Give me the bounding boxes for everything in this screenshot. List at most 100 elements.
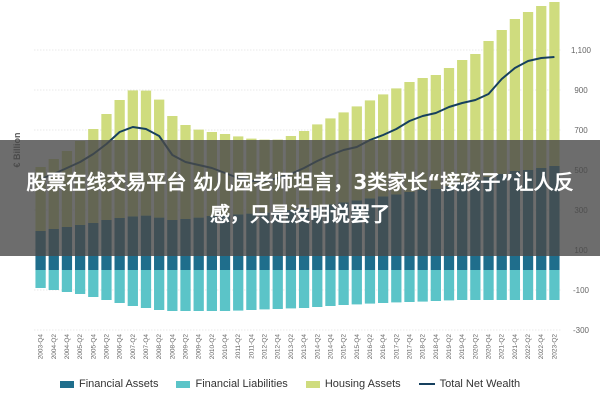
x-tick-label: 2022-Q2 xyxy=(525,334,532,360)
bar-financial-liabilities xyxy=(338,270,349,305)
x-tick-label: 2008-Q4 xyxy=(169,334,176,360)
bar-housing-assets xyxy=(522,12,534,170)
bar-financial-liabilities xyxy=(509,270,521,300)
legend-item-financial-liabilities: Financial Liabilities xyxy=(176,378,288,390)
bar-financial-liabilities xyxy=(457,270,468,300)
bar-financial-liabilities xyxy=(312,270,323,307)
bar-financial-liabilities xyxy=(417,270,428,302)
bar-financial-liabilities xyxy=(298,270,310,308)
legend: Financial Assets Financial Liabilities H… xyxy=(60,376,580,392)
bar-financial-liabilities xyxy=(219,270,231,311)
x-tick-label: 2006-Q2 xyxy=(103,334,110,360)
bar-financial-liabilities xyxy=(443,270,455,301)
bar-financial-liabilities xyxy=(101,270,112,300)
bar-financial-liabilities xyxy=(193,270,204,311)
bar-financial-liabilities xyxy=(391,270,402,303)
bar-housing-assets xyxy=(404,82,415,192)
bar-financial-liabilities xyxy=(351,270,362,305)
legend-item-total-net-wealth: Total Net Wealth xyxy=(418,378,521,390)
legend-label: Total Net Wealth xyxy=(439,378,521,390)
x-tick-label: 2013-Q4 xyxy=(301,334,308,360)
x-tick-layer: 2003-Q4 2004-Q2 2004-Q4 2005-Q2 2005-Q4 2006-… xyxy=(38,334,559,360)
bar-financial-liabilities xyxy=(404,270,415,302)
legend-label: Financial Liabilities xyxy=(195,378,288,390)
bar-financial-liabilities xyxy=(114,270,125,303)
y-tick-label: -100 xyxy=(573,286,590,295)
x-tick-label: 2008-Q2 xyxy=(156,334,163,360)
x-tick-label: 2006-Q4 xyxy=(117,334,124,360)
x-tick-label: 2021-Q4 xyxy=(512,334,519,360)
x-tick-label: 2019-Q4 xyxy=(459,334,466,360)
bar-financial-liabilities xyxy=(35,270,46,288)
bar-financial-liabilities xyxy=(259,270,270,310)
x-tick-label: 2007-Q2 xyxy=(130,334,137,360)
x-tick-label: 2011-Q4 xyxy=(248,334,255,359)
bar-housing-assets xyxy=(417,78,428,190)
x-tick-label: 2011-Q2 xyxy=(235,334,242,359)
bar-financial-liabilities xyxy=(522,270,534,300)
bar-financial-liabilities xyxy=(364,270,376,304)
bar-financial-liabilities xyxy=(127,270,138,306)
y-tick-label: 1,100 xyxy=(571,46,592,55)
bar-financial-liabilities xyxy=(483,270,494,300)
legend-item-financial-assets: Financial Assets xyxy=(60,378,158,390)
headline-text[interactable]: 股票在线交易平台 幼儿园老师坦言，3类家长“接孩子”让人反感，只是没明说罢了 xyxy=(26,170,574,226)
y-tick-label: 900 xyxy=(574,86,588,95)
bar-financial-liabilities xyxy=(206,270,218,311)
y-tick-label: 700 xyxy=(574,126,588,135)
bar-housing-assets xyxy=(430,75,441,189)
x-tick-label: 2018-Q4 xyxy=(433,334,440,360)
bar-financial-liabilities xyxy=(536,270,547,300)
bar-financial-liabilities xyxy=(549,270,560,300)
x-tick-label: 2021-Q2 xyxy=(499,334,506,360)
x-tick-label: 2004-Q2 xyxy=(51,334,58,360)
bar-financial-liabilities xyxy=(272,270,283,309)
bar-housing-assets xyxy=(443,68,455,186)
x-tick-label: 2005-Q2 xyxy=(77,334,84,360)
bar-financial-liabilities xyxy=(377,270,389,303)
headline-overlay[interactable]: 股票在线交易平台 幼儿园老师坦言，3类家长“接孩子”让人反感，只是没明说罢了 xyxy=(0,140,600,256)
bar-financial-liabilities xyxy=(167,270,178,311)
bar-housing-assets xyxy=(483,41,494,177)
x-tick-label: 2020-Q2 xyxy=(472,334,479,360)
bar-housing-assets xyxy=(457,60,468,182)
bar-financial-liabilities xyxy=(285,270,297,309)
x-tick-label: 2015-Q4 xyxy=(354,334,361,360)
bar-financial-liabilities xyxy=(496,270,507,300)
x-tick-label: 2023-Q2 xyxy=(551,334,558,360)
bar-financial-liabilities xyxy=(470,270,481,300)
bar-financial-liabilities xyxy=(233,270,244,311)
bar-financial-liabilities xyxy=(154,270,165,310)
x-tick-label: 2004-Q4 xyxy=(64,334,71,360)
x-tick-label: 2022-Q4 xyxy=(538,334,545,360)
housing-assets-swatch xyxy=(305,380,320,388)
x-tick-label: 2018-Q2 xyxy=(420,334,427,360)
x-tick-label: 2014-Q2 xyxy=(314,334,321,360)
bar-financial-liabilities xyxy=(180,270,191,311)
x-tick-label: 2015-Q2 xyxy=(341,334,348,360)
bar-housing-assets xyxy=(536,6,547,168)
x-tick-label: 2010-Q4 xyxy=(222,334,229,360)
x-tick-label: 2020-Q4 xyxy=(486,334,493,360)
x-tick-label: 2013-Q2 xyxy=(288,334,295,360)
legend-label: Housing Assets xyxy=(324,378,401,390)
x-tick-label: 2009-Q2 xyxy=(183,334,190,360)
x-tick-label: 2019-Q2 xyxy=(446,334,453,360)
financial-liabilities-swatch xyxy=(176,380,191,388)
x-tick-label: 2016-Q2 xyxy=(367,334,374,360)
legend-item-housing-assets: Housing Assets xyxy=(305,378,401,390)
x-tick-label: 2017-Q2 xyxy=(393,334,400,360)
legend-label: Financial Assets xyxy=(79,378,159,390)
bar-financial-liabilities xyxy=(48,270,59,290)
bar-financial-liabilities xyxy=(61,270,73,292)
bar-financial-liabilities xyxy=(74,270,86,294)
bar-financial-liabilities xyxy=(140,270,152,308)
total-net-wealth-swatch xyxy=(418,383,435,385)
x-tick-label: 2009-Q4 xyxy=(196,334,203,360)
x-tick-label: 2016-Q4 xyxy=(380,334,387,360)
x-tick-label: 2017-Q4 xyxy=(406,334,413,360)
x-tick-label: 2007-Q4 xyxy=(143,334,150,360)
bar-financial-liabilities xyxy=(88,270,99,297)
x-tick-label: 2012-Q4 xyxy=(275,334,282,360)
